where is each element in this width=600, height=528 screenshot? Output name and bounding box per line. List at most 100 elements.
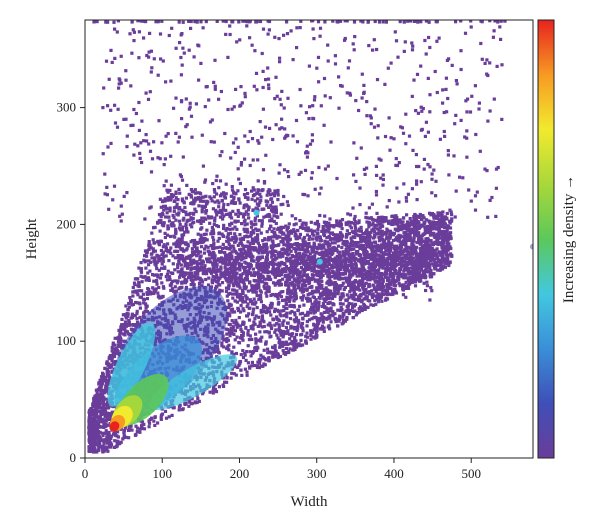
data-point	[297, 318, 301, 322]
data-point	[365, 228, 369, 232]
data-point	[273, 283, 277, 287]
data-point	[363, 304, 367, 308]
data-point	[271, 241, 275, 245]
data-point	[290, 291, 294, 296]
data-point	[430, 253, 434, 257]
data-point	[348, 280, 352, 284]
data-point	[144, 304, 148, 308]
data-point	[272, 351, 276, 355]
data-point	[278, 312, 282, 316]
data-point	[445, 250, 449, 254]
data-point	[175, 205, 179, 209]
data-point	[170, 282, 174, 286]
data-point	[208, 390, 212, 394]
data-point	[282, 351, 286, 355]
data-point	[234, 373, 238, 377]
data-point	[446, 238, 450, 242]
data-point	[295, 244, 299, 248]
data-point	[211, 386, 216, 390]
data-point	[199, 236, 203, 240]
data-point	[439, 264, 444, 268]
data-point	[357, 283, 361, 287]
data-point	[127, 301, 131, 306]
data-point	[95, 435, 99, 439]
data-point	[194, 210, 198, 214]
data-point	[320, 293, 324, 297]
data-point	[159, 417, 163, 421]
data-point	[234, 292, 238, 296]
data-point	[168, 275, 172, 279]
data-point	[445, 228, 449, 232]
data-point	[131, 285, 135, 290]
data-point	[236, 189, 240, 193]
data-point	[296, 344, 300, 348]
data-point	[259, 339, 263, 343]
data-point	[408, 246, 412, 251]
data-point	[326, 293, 330, 297]
data-point	[402, 269, 406, 273]
data-point	[154, 287, 158, 291]
data-point	[91, 402, 95, 406]
data-point	[153, 423, 157, 427]
data-point	[220, 192, 224, 196]
data-point	[236, 256, 240, 260]
data-point	[296, 308, 300, 313]
data-point	[160, 262, 164, 266]
data-point	[376, 293, 380, 297]
data-point	[326, 301, 330, 306]
data-point	[117, 335, 121, 339]
data-point	[126, 312, 130, 316]
data-point	[380, 229, 384, 233]
data-point	[362, 244, 366, 248]
data-point	[130, 312, 134, 316]
data-point	[193, 188, 197, 192]
data-point	[229, 308, 233, 312]
data-point	[373, 223, 377, 227]
data-point	[430, 241, 434, 245]
data-point	[347, 296, 351, 300]
data-point	[257, 228, 261, 232]
data-point	[232, 352, 236, 357]
data-point	[336, 292, 340, 296]
data-point	[264, 247, 269, 251]
data-point	[446, 261, 450, 265]
data-point	[333, 237, 337, 241]
data-point	[171, 213, 175, 217]
data-point	[294, 342, 298, 347]
data-point	[328, 263, 332, 267]
data-point	[302, 235, 307, 240]
data-point	[107, 366, 111, 370]
data-point	[426, 261, 430, 265]
data-point	[91, 408, 95, 412]
data-point	[413, 246, 417, 250]
data-point	[187, 192, 191, 196]
data-point	[109, 365, 113, 369]
data-point	[230, 371, 234, 375]
data-point	[273, 354, 277, 359]
data-point	[440, 255, 445, 259]
data-point	[233, 338, 237, 342]
data-point	[173, 285, 177, 289]
data-point	[355, 233, 359, 237]
data-point	[142, 301, 146, 305]
data-point	[241, 300, 245, 304]
data-point	[234, 237, 238, 241]
data-point	[113, 439, 117, 443]
data-point	[345, 280, 349, 284]
data-point	[357, 298, 361, 303]
data-point	[106, 406, 110, 410]
data-point	[440, 256, 444, 260]
data-point	[136, 293, 140, 297]
data-point	[340, 308, 344, 312]
data-point	[353, 224, 357, 228]
data-point	[286, 231, 290, 235]
data-point	[359, 233, 363, 238]
data-point	[382, 292, 386, 297]
data-point	[233, 219, 237, 223]
data-point	[265, 203, 269, 207]
data-point	[385, 227, 389, 231]
data-point	[246, 329, 250, 333]
data-point	[379, 275, 384, 279]
data-point	[159, 220, 163, 224]
data-point	[148, 292, 153, 296]
